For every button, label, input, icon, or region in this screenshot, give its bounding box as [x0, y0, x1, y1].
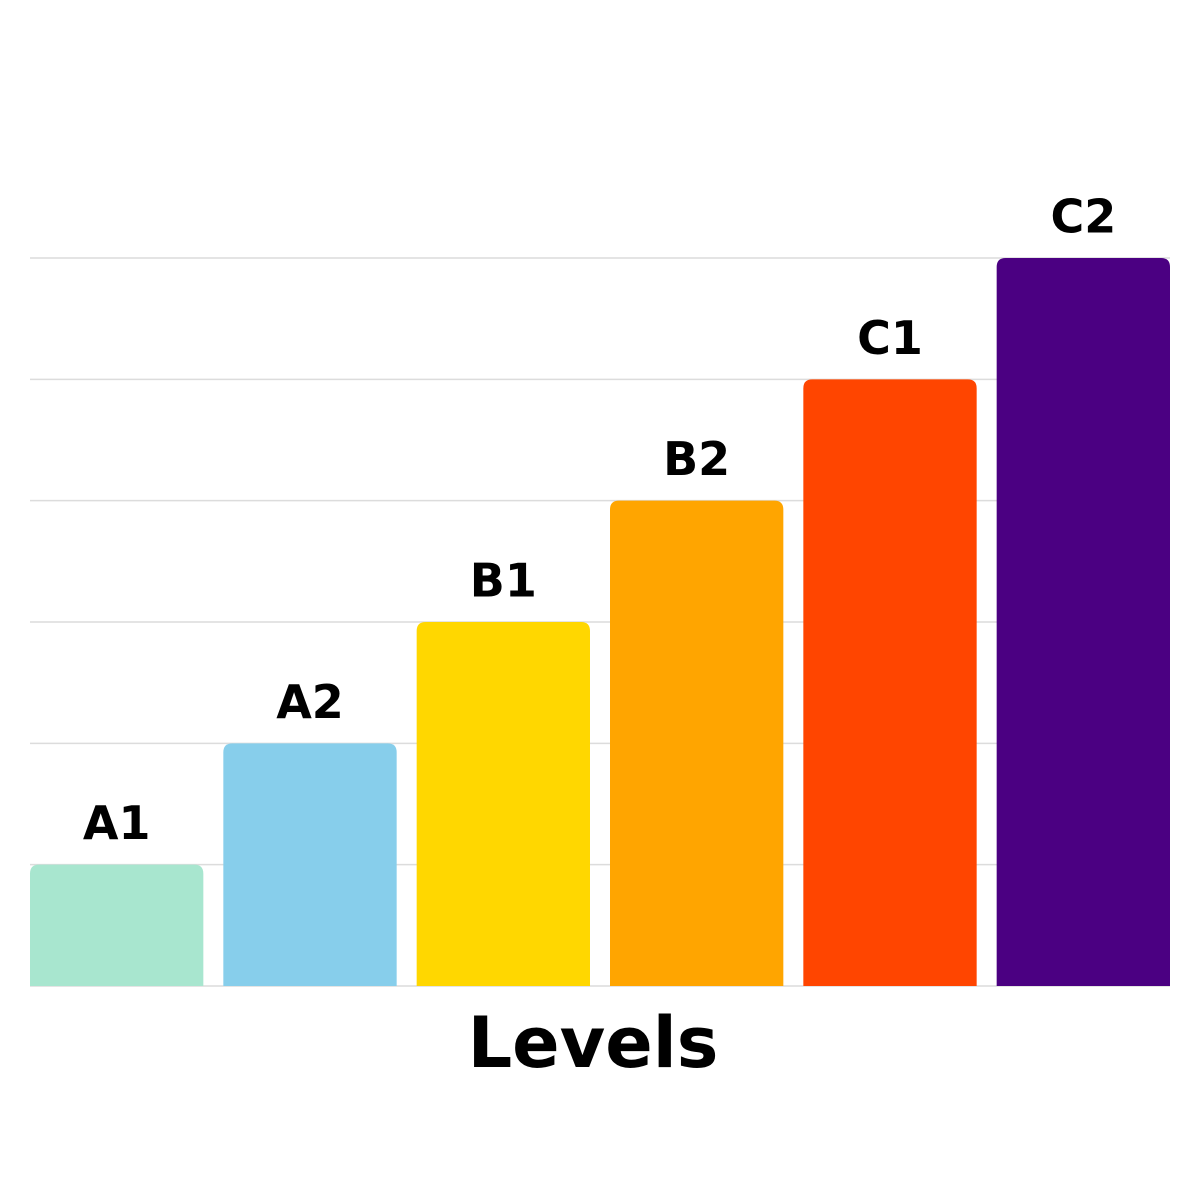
- category-label: C1: [857, 311, 923, 365]
- bar: [30, 864, 204, 986]
- bar: [996, 258, 1170, 986]
- bar: [610, 500, 784, 986]
- x-axis-label: Levels: [468, 1002, 719, 1084]
- bar: [416, 622, 590, 986]
- category-label: B1: [470, 554, 537, 608]
- bar: [803, 379, 977, 986]
- category-label: B2: [663, 432, 730, 486]
- bar: [223, 743, 397, 986]
- category-label: C2: [1050, 190, 1116, 244]
- category-label: A2: [276, 675, 344, 729]
- category-label: A1: [83, 796, 151, 850]
